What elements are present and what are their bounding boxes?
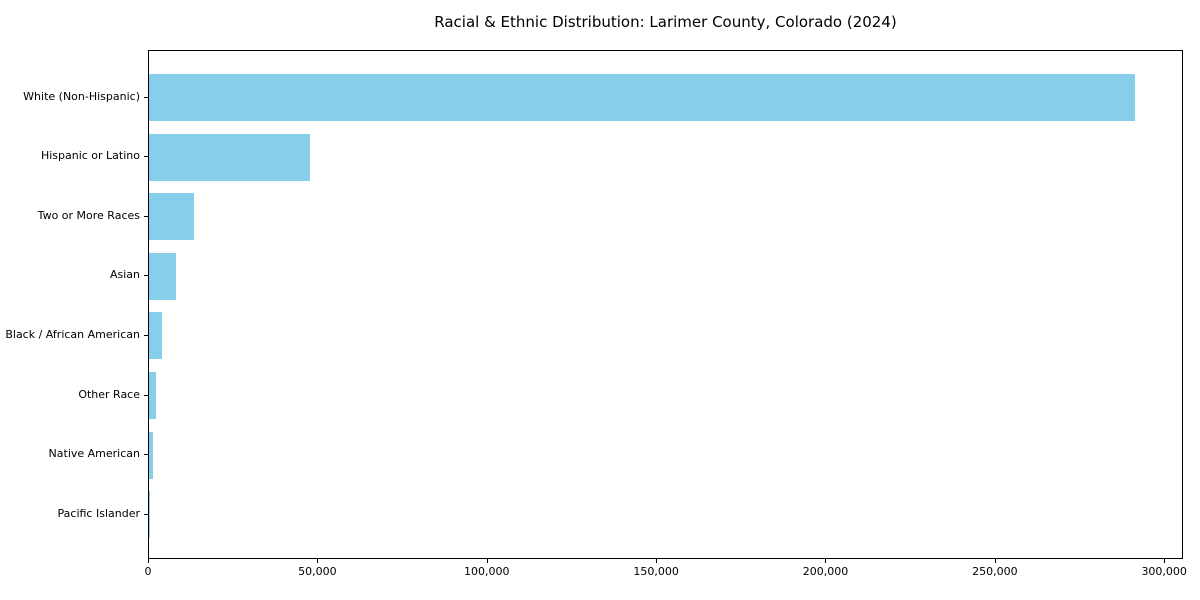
y-tick-mark xyxy=(144,334,148,336)
bar xyxy=(149,252,177,300)
plot-area xyxy=(148,50,1183,559)
y-tick-label: Asian xyxy=(109,268,140,282)
bar xyxy=(149,193,195,241)
x-tick-label: 250,000 xyxy=(972,565,1018,578)
x-tick-label: 200,000 xyxy=(802,565,849,578)
x-tick-mark xyxy=(825,559,827,563)
x-tick-mark xyxy=(317,559,319,563)
y-tick-label: Other Race xyxy=(78,387,140,401)
y-tick-label: Black / African American xyxy=(5,327,140,341)
x-tick-mark xyxy=(656,559,658,563)
y-tick-mark xyxy=(144,215,148,217)
bar xyxy=(149,491,151,539)
bar xyxy=(149,372,157,419)
x-tick-mark xyxy=(994,559,996,563)
y-tick-mark xyxy=(144,513,148,515)
bar xyxy=(149,312,162,360)
y-tick-mark xyxy=(144,156,148,158)
bar xyxy=(149,133,310,181)
x-tick-mark xyxy=(148,559,149,563)
y-tick-mark xyxy=(144,394,148,396)
y-tick-label: Pacific Islander xyxy=(57,506,140,520)
x-tick-label: 300,000 xyxy=(1141,565,1187,578)
x-tick-mark xyxy=(486,559,488,563)
x-tick-label: 100,000 xyxy=(463,565,510,578)
x-tick-mark xyxy=(1164,559,1166,563)
bar xyxy=(149,431,154,479)
y-tick-mark xyxy=(144,96,148,98)
y-tick-label: Native American xyxy=(48,447,140,461)
y-tick-mark xyxy=(144,275,148,277)
x-tick-label: 0 xyxy=(144,565,152,578)
chart-title: Racial & Ethnic Distribution: Larimer Co… xyxy=(434,13,897,31)
x-tick-label: 50,000 xyxy=(298,565,337,578)
y-tick-mark xyxy=(144,454,148,456)
y-tick-label: Two or More Races xyxy=(37,208,140,222)
y-tick-label: Hispanic or Latino xyxy=(40,149,140,163)
y-tick-label: White (Non-Hispanic) xyxy=(23,89,140,103)
x-tick-label: 150,000 xyxy=(633,565,679,578)
bar xyxy=(149,74,1135,121)
